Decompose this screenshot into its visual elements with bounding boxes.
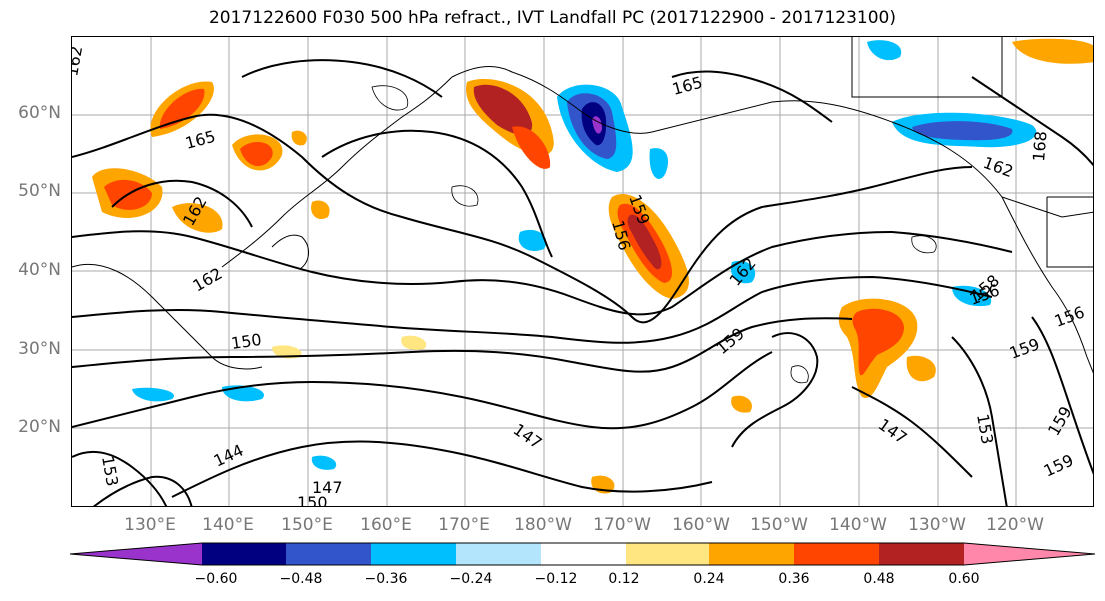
colorbar-cell	[626, 543, 709, 565]
contour-label: 162	[726, 254, 760, 290]
colorbar-tick: 0.48	[863, 571, 895, 587]
thin-contours	[371, 85, 937, 384]
colorbar-cell	[456, 543, 541, 565]
colorbar	[70, 542, 1095, 566]
colorbar-cell	[964, 543, 1095, 565]
contour-label: 168	[1029, 130, 1051, 162]
lat-label-60n: 60°N	[18, 103, 61, 123]
colorbar-tick: 0.24	[693, 571, 725, 587]
colorbar-tick: −0.36	[364, 571, 408, 587]
contour-label: 162	[72, 44, 86, 77]
coastlines	[72, 37, 1093, 374]
lon-label: 160°E	[360, 515, 412, 535]
lon-label: 170°W	[593, 515, 651, 535]
lon-label: 140°W	[829, 515, 887, 535]
colorbar-tick: 0.36	[778, 571, 810, 587]
lon-label: 170°E	[438, 515, 490, 535]
contour-label: 162	[190, 264, 226, 296]
contour-label: 156	[1052, 302, 1087, 330]
colorbar-cell	[286, 543, 371, 565]
contour-label: 153	[98, 454, 122, 487]
lat-label-50n: 50°N	[18, 181, 61, 201]
lon-label: 150°W	[750, 515, 808, 535]
colorbar-cells	[70, 542, 1095, 566]
colorbar-tick: −0.48	[279, 571, 323, 587]
contour-label: 162	[981, 153, 1016, 181]
contour-label: 165	[183, 127, 217, 153]
refractivity-contours	[72, 59, 1093, 506]
lon-label: 150°E	[281, 515, 333, 535]
colorbar-cell	[70, 543, 202, 565]
colorbar-cell	[794, 543, 879, 565]
map-title: 2017122600 F030 500 hPa refract., IVT La…	[208, 8, 896, 28]
lon-label: 140°E	[202, 515, 254, 535]
lon-label: 180°W	[514, 515, 572, 535]
lon-label: 130°E	[124, 515, 176, 535]
contour-label: 159	[1007, 334, 1042, 362]
anomaly-fill	[92, 38, 1093, 494]
colorbar-cell	[709, 543, 794, 565]
colorbar-tick: 0.60	[948, 571, 980, 587]
colorbar-tick: 0.12	[608, 571, 640, 587]
lat-label-40n: 40°N	[18, 260, 61, 280]
contour-label: 150	[230, 330, 263, 353]
colorbar-tick: −0.60	[194, 571, 238, 587]
colorbar-tick: −0.24	[449, 571, 493, 587]
contour-label: 147	[875, 415, 911, 448]
lat-label-20n: 20°N	[18, 417, 61, 437]
colorbar-cell	[371, 543, 456, 565]
contour-label: 147	[312, 478, 343, 497]
contour-label: 147	[510, 420, 546, 453]
contour-label: 159	[712, 324, 748, 358]
contour-label: 150	[297, 493, 328, 507]
colorbar-cell	[879, 543, 964, 565]
colorbar-tick: −0.12	[534, 571, 578, 587]
colorbar-outline	[70, 542, 1095, 566]
lon-label: 130°W	[908, 515, 966, 535]
lat-label-30n: 30°N	[18, 339, 61, 359]
colorbar-cell	[202, 543, 286, 565]
lon-label: 120°W	[986, 515, 1044, 535]
lon-label: 160°W	[672, 515, 730, 535]
map-svg: 162 165 165 162 168 159 156 162 162 150 …	[72, 37, 1093, 507]
contour-label: 153	[973, 412, 997, 445]
contour-label: 159	[1041, 450, 1077, 480]
colorbar-cell	[541, 543, 626, 565]
map-plot-area: 162 165 165 162 168 159 156 162 162 150 …	[71, 36, 1094, 507]
